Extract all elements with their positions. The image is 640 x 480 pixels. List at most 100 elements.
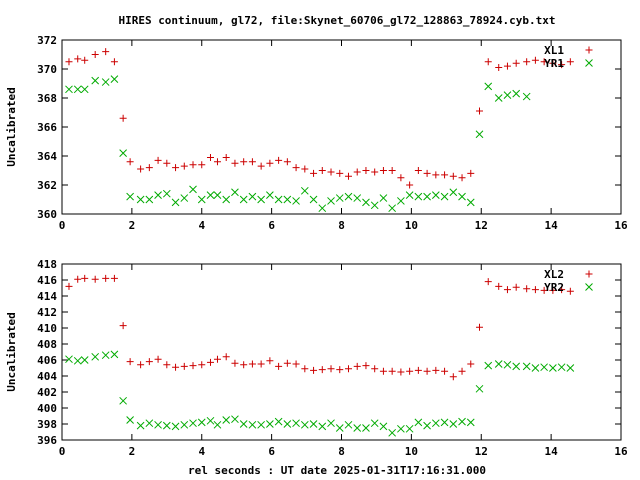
data-point <box>467 360 475 368</box>
data-point <box>206 358 214 366</box>
data-point <box>353 362 361 370</box>
data-point <box>523 285 531 293</box>
panel-bottom: 0 2 4 6 8 10 12 14 16 396 398 400 402 404 406 408 410 412… <box>5 258 628 458</box>
data-point <box>163 159 171 167</box>
data-point <box>110 58 118 66</box>
legend-label: XL2 <box>544 268 564 281</box>
x-tick-label: 4 <box>198 219 205 232</box>
data-point <box>283 359 291 367</box>
chart-title: HIRES continuum, gl72, file:Skynet_60706… <box>118 14 555 27</box>
data-point <box>344 172 352 180</box>
data-point <box>266 159 274 167</box>
data-point <box>222 416 231 424</box>
data-point <box>172 164 180 172</box>
data-point <box>257 195 265 204</box>
data-point <box>171 422 180 431</box>
legend-marker <box>585 59 593 67</box>
x-tick-label: 10 <box>405 219 418 232</box>
data-point <box>189 161 197 169</box>
data-point <box>362 362 370 370</box>
x-tick-label: 4 <box>198 445 205 458</box>
data-point <box>101 78 110 86</box>
data-point <box>440 192 449 201</box>
y-tick-label: 364 <box>37 150 57 163</box>
y-tick-label: 360 <box>37 208 57 221</box>
data-point <box>136 421 145 430</box>
data-point <box>197 418 206 427</box>
y-tick-label: 408 <box>37 338 57 351</box>
data-point <box>512 283 520 291</box>
data-point <box>503 360 512 369</box>
data-point <box>126 416 134 424</box>
y-tick-label: 412 <box>37 306 57 319</box>
y-axis-label: Uncalibrated <box>5 87 18 166</box>
x-tick-label: 6 <box>268 219 275 232</box>
data-point <box>512 59 520 67</box>
x-tick-label: 16 <box>614 219 628 232</box>
data-point <box>484 58 492 66</box>
data-point <box>310 366 318 374</box>
data-point <box>257 162 265 170</box>
data-point <box>81 56 89 64</box>
data-point <box>494 94 503 102</box>
data-point <box>558 61 566 69</box>
plot-frame <box>61 263 622 441</box>
data-point <box>65 355 73 364</box>
data-point <box>549 59 557 67</box>
data-point <box>283 195 292 204</box>
y-tick-label: 404 <box>37 370 57 383</box>
data-point <box>484 278 492 286</box>
data-point <box>414 418 423 427</box>
data-point <box>531 286 539 294</box>
data-point <box>503 91 512 99</box>
data-point <box>119 114 127 122</box>
data-point <box>397 197 405 205</box>
x-tick-label: 0 <box>59 445 66 458</box>
data-point <box>110 75 119 84</box>
data-point <box>440 418 449 427</box>
data-point <box>65 85 73 94</box>
y-tick-label: 402 <box>37 386 57 399</box>
data-point <box>344 365 352 373</box>
data-point <box>353 194 362 202</box>
data-point <box>362 198 370 207</box>
data-point <box>300 186 309 195</box>
y-tick-label: 370 <box>37 63 57 76</box>
series-xl2 <box>65 274 574 381</box>
data-point <box>213 355 221 363</box>
data-point <box>80 356 89 364</box>
data-point <box>495 282 503 290</box>
data-point <box>405 424 414 433</box>
data-point <box>275 156 283 164</box>
data-point <box>163 361 171 369</box>
data-point <box>566 364 575 372</box>
data-point <box>353 168 361 176</box>
series-yr2 <box>65 350 575 437</box>
data-point <box>189 362 197 370</box>
y-tick-label: 400 <box>37 402 57 415</box>
x-tick-label: 2 <box>129 445 136 458</box>
data-point <box>73 85 82 94</box>
data-point <box>458 174 466 182</box>
data-point <box>388 367 396 375</box>
data-point <box>213 158 221 166</box>
data-point <box>137 361 145 369</box>
data-point <box>274 195 283 204</box>
data-point <box>397 424 405 433</box>
y-tick-label: 416 <box>37 274 57 287</box>
data-point <box>119 396 127 405</box>
data-point <box>222 153 230 161</box>
data-point <box>414 366 422 374</box>
data-point <box>335 194 344 202</box>
legend-marker <box>585 270 593 278</box>
data-point <box>318 422 327 431</box>
series-yr1 <box>65 75 531 213</box>
data-point <box>566 287 574 295</box>
data-point <box>300 420 309 429</box>
data-point <box>423 367 431 375</box>
data-point <box>180 362 188 370</box>
data-point <box>344 192 353 201</box>
data-point <box>458 417 466 426</box>
data-point <box>231 188 239 197</box>
data-point <box>362 167 370 174</box>
